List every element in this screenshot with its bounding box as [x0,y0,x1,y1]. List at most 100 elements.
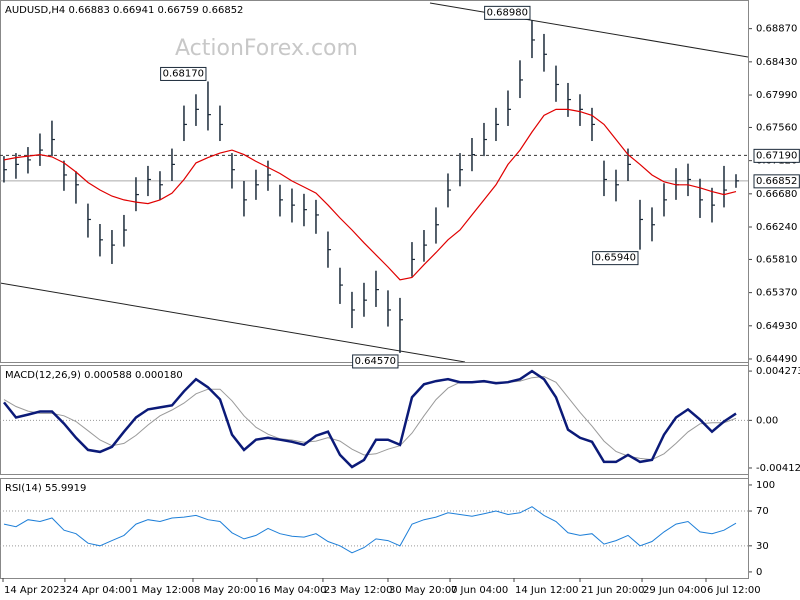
price-bar [519,60,523,99]
level-label-text: 0.66852 [756,176,797,187]
price-bar [219,105,223,142]
price-bar [639,199,643,250]
panel-title: MACD(12,26,9) 0.000588 0.000180 [5,370,183,381]
price-bar [27,147,31,174]
price-bar [147,165,151,197]
extreme-label-text: 0.64570 [355,356,396,367]
x-tick-label: 7 Jun 04:00 [451,585,508,596]
channel [0,2,748,362]
price-bar [315,199,319,234]
extreme-label: 0.65940 [592,251,639,266]
price-bar [195,94,199,126]
x-tick-label: 1 May 12:00 [132,585,194,596]
price-bar [555,65,559,102]
price-bar [327,231,331,268]
price-bar [255,169,259,200]
channel-bottom [0,282,466,362]
extreme-label: 0.68980 [484,5,531,20]
price-bar [543,33,547,72]
y-tick-label: 100 [756,480,775,491]
y-tick-label: 0.65810 [756,254,797,265]
price-bar [447,173,451,208]
extreme-label: 0.68170 [160,66,207,81]
y-tick-label: 0 [756,567,762,578]
panel-title: AUDUSD,H4 0.66883 0.66941 0.66759 0.6685… [5,5,243,16]
price-bar [591,107,595,142]
x-tick-label: 6 Jul 12:00 [707,585,761,596]
price-bar [399,297,403,353]
price-bar [423,230,427,262]
price-bar [363,282,367,317]
moving-average [3,108,737,281]
extreme-label-text: 0.68980 [487,7,528,18]
price-bar [711,187,715,223]
price-bar [603,160,607,197]
y-tick-label: 0.00 [756,415,778,426]
watermark: ActionForex.com [175,36,358,61]
level-label-box [753,174,800,189]
price-bar [243,181,247,217]
y-tick-label: 0.65370 [756,288,797,299]
price-bar [531,20,535,59]
y-tick-label: 0.64930 [756,321,797,332]
price-bar [351,291,355,329]
x-tick-label: 21 Jun 20:00 [581,585,645,596]
macd-main [3,369,737,469]
price-bar [699,178,703,218]
price-bar [375,270,379,307]
price-bar [483,122,487,157]
x-tick-label: 14 Apr 2023 [4,585,66,596]
x-tick-label: 29 Jun 04:00 [643,585,707,596]
price-bar [471,138,475,172]
x-tick-label: 16 May 04:00 [258,585,327,596]
y-tick-label: 0.68870 [756,24,797,35]
price-bar [159,171,163,200]
price-bar [723,165,727,208]
y-tick-label: 0.004273 [756,366,800,377]
price-bar [207,81,211,131]
y-tick-label: 0.68430 [756,57,797,68]
extreme-label: 0.64570 [352,354,399,369]
price-bar [303,193,307,227]
rsi-line [3,506,737,554]
x-tick-label: 14 Jun 12:00 [515,585,579,596]
price-bar [459,153,463,187]
price-bar [579,94,583,126]
y-tick-label: 0.66680 [756,189,797,200]
price-bar [87,203,91,238]
level-label-box [753,148,800,163]
price-bar [267,160,271,191]
extreme-label-box [160,66,207,81]
y-tick-label: 0.66240 [756,222,797,233]
x-tick-label: 23 May 12:00 [324,585,393,596]
price-bar [231,153,235,189]
price-bar [663,183,667,217]
price-bar [567,82,571,117]
y-tick-label: 30 [756,541,769,552]
extreme-label-text: 0.68170 [163,68,204,79]
price-bar [171,148,175,181]
price-bar [411,242,415,277]
price-bar [339,267,343,304]
price-bar [735,174,739,188]
price-bar [3,156,7,183]
extreme-label-box [592,251,639,266]
price-bar [279,184,283,217]
level-label: 0.66852 [753,174,800,189]
price-bar [435,207,439,244]
x-tick-label: 8 May 20:00 [194,585,256,596]
level-label: 0.67190 [753,148,800,163]
price-bar [387,290,391,327]
price-bar [687,163,691,197]
macd-signal [3,375,737,461]
price-bar [291,188,295,223]
price-bar [75,171,79,204]
extreme-label-box [352,354,399,369]
panel-title: RSI(14) 55.9919 [5,483,86,494]
price-bar [651,207,655,242]
extreme-label-box [484,5,531,20]
price-bar [99,223,103,257]
price-bar [39,133,43,166]
